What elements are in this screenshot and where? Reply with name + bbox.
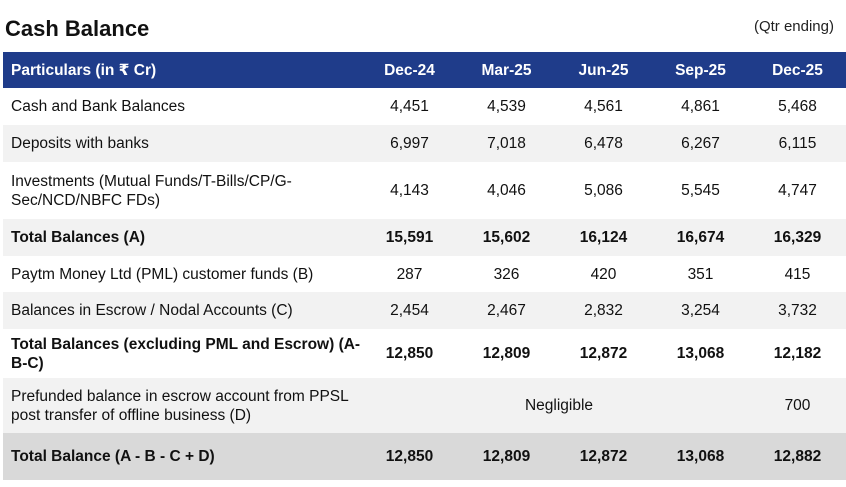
- cell-value: 12,872: [579, 345, 628, 362]
- cell-value: 4,451: [390, 98, 429, 115]
- table-row: Balances in Escrow / Nodal Accounts (C) …: [3, 292, 846, 329]
- cell-value: 6,115: [778, 135, 817, 152]
- cell-value: 287: [396, 265, 423, 283]
- merged-cell: Negligible: [524, 397, 594, 414]
- quarter-note: (Qtr ending): [753, 18, 834, 35]
- cell-value: 4,143: [390, 182, 429, 199]
- cell-value: 5,086: [584, 182, 623, 199]
- cell-value: 15,591: [385, 229, 434, 246]
- cell-value: 351: [687, 265, 714, 283]
- table-row-total: Total Balances (A) 15,591 15,602 16,124 …: [3, 219, 846, 256]
- header-period: Dec-24: [384, 61, 435, 79]
- cell-value: 2,832: [584, 302, 623, 319]
- cell-value: 420: [590, 265, 617, 283]
- table-row: Cash and Bank Balances 4,451 4,539 4,561…: [3, 88, 846, 125]
- cell-value: 700: [784, 397, 811, 414]
- cell-value: 2,454: [390, 302, 429, 319]
- table-row: Paytm Money Ltd (PML) customer funds (B)…: [3, 256, 846, 292]
- table-row: Deposits with banks 6,997 7,018 6,478 6,…: [3, 125, 846, 162]
- table-row-grand-total: Total Balance (A - B - C + D) 12,850 12,…: [3, 433, 846, 480]
- cell-value: 4,046: [487, 182, 526, 199]
- header-period: Mar-25: [481, 61, 532, 79]
- cell-value: 12,882: [773, 448, 822, 465]
- cell-value: 12,182: [773, 345, 822, 362]
- row-label: Paytm Money Ltd (PML) customer funds (B): [11, 265, 314, 283]
- cell-value: 7,018: [487, 135, 526, 152]
- cell-value: 6,478: [584, 135, 623, 152]
- cell-value: 2,467: [487, 302, 526, 319]
- header-period: Sep-25: [675, 61, 726, 79]
- cell-value: 5,545: [681, 182, 720, 199]
- table-header-row: Particulars (in ₹ Cr) Dec-24 Mar-25 Jun-…: [3, 52, 846, 88]
- row-label: Investments (Mutual Funds/T-Bills/CP/G-S…: [11, 172, 292, 209]
- cell-value: 415: [784, 265, 811, 283]
- row-label: Balances in Escrow / Nodal Accounts (C): [11, 302, 293, 319]
- row-label: Cash and Bank Balances: [11, 98, 186, 115]
- page-title: Cash Balance: [5, 16, 150, 41]
- cell-value: 12,809: [482, 448, 531, 465]
- row-label: Total Balances (A): [11, 229, 146, 246]
- cell-value: 15,602: [482, 229, 531, 246]
- row-label: Total Balances (excluding PML and Escrow…: [11, 335, 361, 372]
- row-label: Total Balance (A - B - C + D): [11, 448, 215, 465]
- table-row: Investments (Mutual Funds/T-Bills/CP/G-S…: [3, 162, 846, 219]
- cell-value: 5,468: [778, 98, 817, 115]
- cell-value: 6,267: [681, 135, 720, 152]
- cell-value: 12,850: [385, 345, 434, 362]
- cell-value: 16,329: [773, 229, 822, 246]
- cell-value: 6,997: [390, 135, 429, 152]
- cell-value: 16,124: [579, 229, 628, 246]
- table-row: Prefunded balance in escrow account from…: [3, 378, 846, 433]
- cell-value: 13,068: [676, 345, 725, 362]
- cell-value: 4,539: [487, 98, 526, 115]
- header-particulars: Particulars (in ₹ Cr): [11, 61, 157, 79]
- cell-value: 12,850: [385, 448, 434, 465]
- cell-value: 16,674: [676, 229, 725, 246]
- table-row-total: Total Balances (excluding PML and Escrow…: [3, 329, 846, 378]
- header-period: Dec-25: [772, 61, 823, 79]
- cell-value: 12,872: [579, 448, 628, 465]
- cell-value: 3,732: [778, 302, 817, 319]
- cell-value: 326: [493, 265, 520, 283]
- cell-value: 12,809: [482, 345, 531, 362]
- cash-balance-table: Particulars (in ₹ Cr) Dec-24 Mar-25 Jun-…: [3, 52, 846, 480]
- header-period: Jun-25: [578, 61, 629, 79]
- cell-value: 3,254: [681, 302, 720, 319]
- cell-value: 4,747: [778, 182, 817, 199]
- row-label: Prefunded balance in escrow account from…: [11, 387, 349, 424]
- row-label: Deposits with banks: [11, 135, 149, 152]
- cell-value: 4,561: [584, 98, 623, 115]
- cell-value: 4,861: [681, 98, 720, 115]
- cell-value: 13,068: [676, 448, 725, 465]
